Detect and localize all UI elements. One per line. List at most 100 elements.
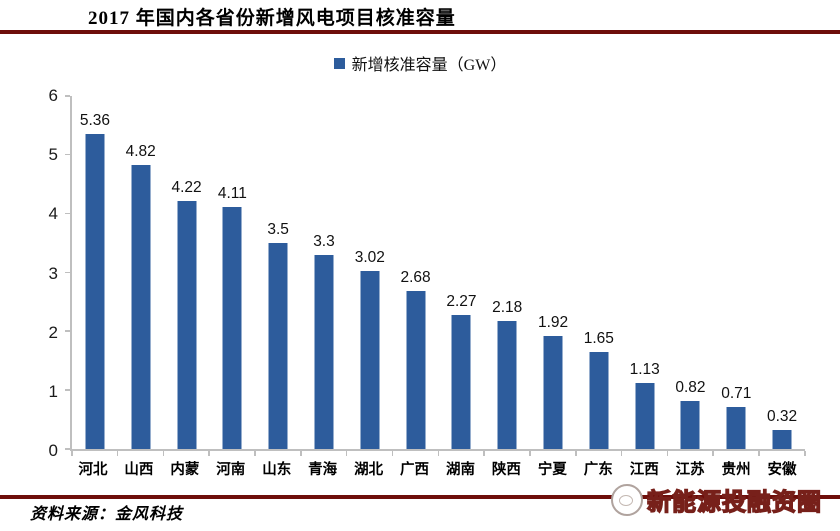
x-axis-tick xyxy=(116,451,119,456)
bar-value-label: 0.32 xyxy=(767,408,798,426)
bar-value-label: 3.5 xyxy=(267,221,289,239)
x-axis-tick xyxy=(254,451,256,456)
x-tick-label: 山东 xyxy=(262,462,292,478)
y-tick-label: 2 xyxy=(48,322,58,342)
x-tick-label: 河北 xyxy=(78,462,108,478)
bar-cell: 3.3 xyxy=(301,96,347,449)
y-axis-tick xyxy=(65,271,70,274)
bar xyxy=(131,165,151,449)
bar-value-label: 2.27 xyxy=(446,293,477,311)
y-axis-tick xyxy=(65,389,70,391)
bar-value-label: 1.13 xyxy=(629,360,660,378)
x-axis-labels: 河北 山西 内蒙 河南 山东 青海 湖北 广西 湖南 陕西 宁夏 广东 江西 江苏 贵州 安徽 xyxy=(70,458,805,479)
bar-value-label: 5.36 xyxy=(79,111,110,129)
x-axis-tick xyxy=(345,451,348,456)
bar xyxy=(726,407,746,449)
bar xyxy=(772,430,792,449)
x-tick-label: 青海 xyxy=(308,462,338,478)
x-axis-tick xyxy=(208,451,211,456)
x-tick-label: 广西 xyxy=(400,462,430,478)
x-tick-label: 湖北 xyxy=(354,462,384,478)
x-axis-tick xyxy=(300,451,302,456)
bottom-divider-line xyxy=(0,495,840,499)
source-note: 资料来源：金风科技 xyxy=(30,506,184,523)
y-axis-tick xyxy=(65,153,70,156)
bar-cell: 2.68 xyxy=(393,96,439,449)
bar xyxy=(543,336,563,449)
bar-cell: 5.36 xyxy=(72,96,118,449)
y-tick-label: 6 xyxy=(48,86,58,105)
bar xyxy=(85,133,105,449)
bar xyxy=(589,351,609,449)
bar xyxy=(635,382,655,449)
brand-watermark: 新能源投融资圈 xyxy=(611,482,822,517)
x-axis-tick xyxy=(758,451,760,456)
bar-cell: 2.27 xyxy=(439,96,485,449)
bar-cell: 0.32 xyxy=(759,96,805,449)
bar xyxy=(497,320,517,449)
y-axis-tick xyxy=(65,95,70,97)
bar-value-label: 1.65 xyxy=(583,329,614,347)
plot-area: 5.36 4.82 4.22 4.11 3.5 3.3 3.02 2.68 2.27 2.18 1.… xyxy=(65,95,806,456)
y-axis-tick xyxy=(65,448,70,450)
brand-logo-icon xyxy=(611,483,643,516)
bar-value-label: 3.02 xyxy=(354,249,385,267)
y-axis-labels: 0 1 2 3 4 5 6 xyxy=(24,86,58,460)
x-tick-label: 山西 xyxy=(124,462,154,478)
y-axis-tick xyxy=(65,330,70,332)
legend-label: 新增核准容量（GW） xyxy=(351,57,507,74)
y-tick-label: 1 xyxy=(48,381,58,401)
x-axis-tick xyxy=(162,451,165,456)
x-axis-tick xyxy=(529,451,531,456)
y-tick-label: 5 xyxy=(48,145,58,165)
y-tick-label: 3 xyxy=(48,263,58,283)
x-tick-label: 安徽 xyxy=(767,462,797,478)
y-tick-label: 0 xyxy=(48,441,58,460)
legend-square-icon xyxy=(333,57,345,69)
x-tick-label: 湖南 xyxy=(445,462,475,478)
x-axis-tick xyxy=(483,451,485,456)
bar-cell: 4.11 xyxy=(209,96,255,449)
bar-cell: 4.82 xyxy=(118,96,164,449)
y-axis-tick xyxy=(65,212,70,215)
bar-cell: 3.5 xyxy=(255,96,301,449)
x-axis-tick xyxy=(391,451,394,456)
brand-watermark-text: 新能源投融资圈 xyxy=(646,489,822,516)
x-tick-label: 江西 xyxy=(629,462,659,478)
chart-title: 2017 年国内各省份新增风电项目核准容量 xyxy=(88,8,456,29)
bar xyxy=(451,315,471,449)
bar-value-label: 2.18 xyxy=(492,298,523,316)
bar-cell: 1.92 xyxy=(530,96,576,449)
x-axis-tick xyxy=(666,451,669,456)
bar-value-label: 2.68 xyxy=(400,269,431,287)
bar xyxy=(406,291,426,449)
bar-cell: 0.82 xyxy=(668,96,714,449)
bar xyxy=(177,200,197,449)
bar-value-label: 1.92 xyxy=(537,314,569,332)
bar-series: 5.36 4.82 4.22 4.11 3.5 3.3 3.02 2.68 2.27 2.18 1.… xyxy=(72,96,805,449)
bar-value-label: 3.3 xyxy=(313,232,335,250)
top-divider-line xyxy=(0,30,840,34)
x-axis-tick xyxy=(712,451,714,456)
x-tick-label: 陕西 xyxy=(491,462,521,478)
bar xyxy=(222,207,242,449)
bar-value-label: 0.71 xyxy=(721,385,752,403)
x-tick-label: 贵州 xyxy=(721,462,751,478)
legend: 新增核准容量（GW） xyxy=(0,51,840,75)
bar-value-label: 0.82 xyxy=(675,378,706,396)
x-axis-tick xyxy=(437,451,440,456)
bar-cell: 3.02 xyxy=(347,96,393,449)
bar xyxy=(314,254,334,449)
x-tick-label: 内蒙 xyxy=(170,462,200,478)
bar-value-label: 4.22 xyxy=(171,178,202,196)
x-axis-tick xyxy=(574,451,577,456)
bar-cell: 4.22 xyxy=(164,96,210,449)
x-tick-label: 河南 xyxy=(216,462,246,478)
bar xyxy=(268,243,288,449)
bar-cell: 1.65 xyxy=(576,96,622,449)
x-tick-label: 广东 xyxy=(583,462,613,478)
bar-cell: 0.71 xyxy=(713,96,759,449)
x-axis-tick xyxy=(71,451,73,456)
bar-cell: 2.18 xyxy=(484,96,530,449)
